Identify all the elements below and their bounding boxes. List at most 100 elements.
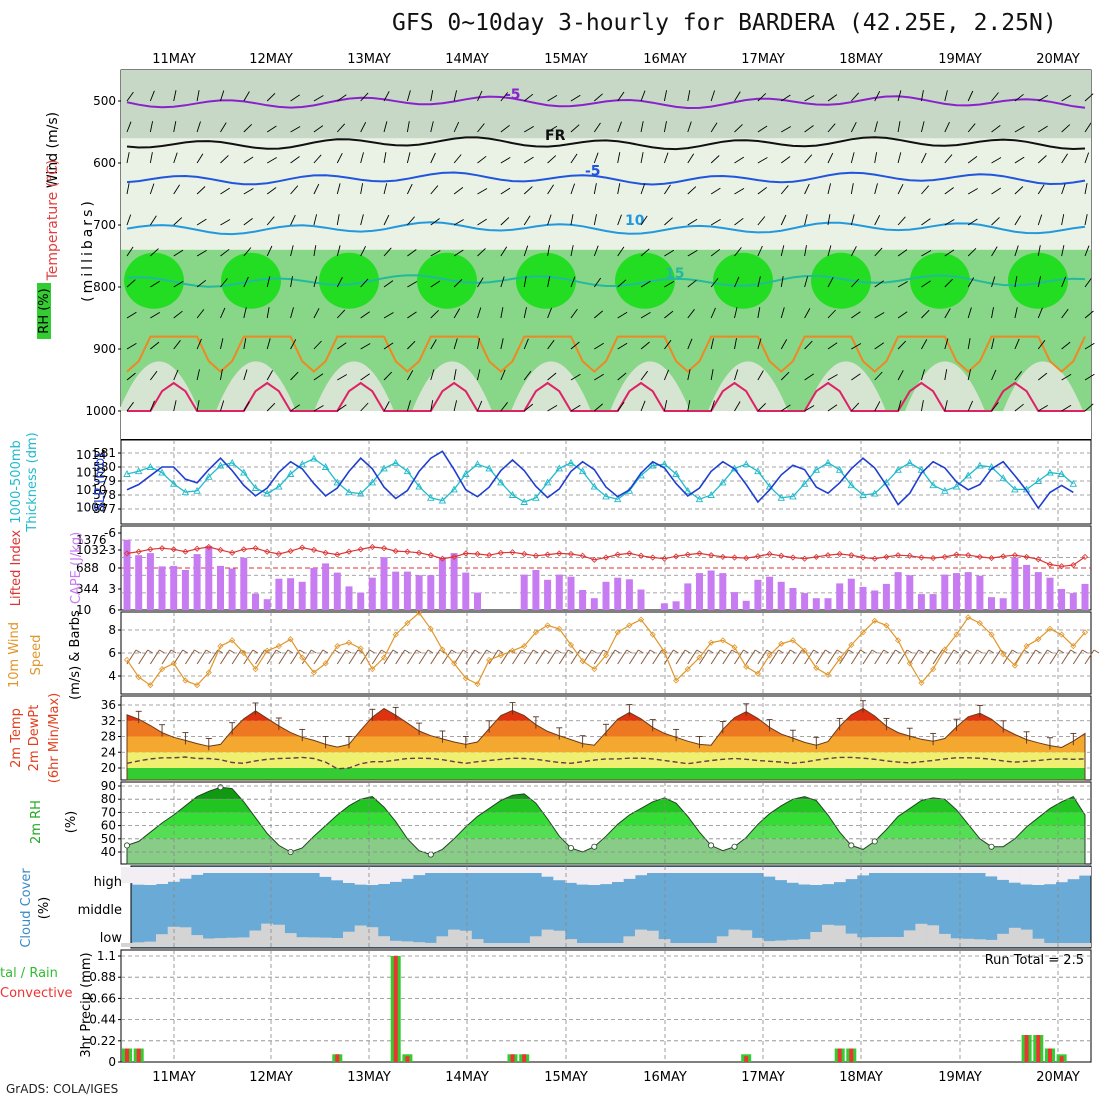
- cloud-high-block: [448, 867, 461, 873]
- wind-barb: [1084, 373, 1095, 381]
- cloud-high-block: [763, 867, 776, 877]
- rh2m-point: [427, 851, 434, 858]
- wind-barb: [827, 277, 834, 288]
- wind-barb: [360, 183, 364, 195]
- wind-barb: [220, 187, 230, 195]
- wind-barb: [734, 91, 741, 102]
- wind-barb: [453, 121, 460, 133]
- wind10-barb-flag: [988, 649, 995, 654]
- rh-legend-swatch: [37, 283, 51, 339]
- wind10-barb: [780, 649, 791, 665]
- cloud-low-block: [249, 930, 262, 947]
- wind10-speed-point: [766, 652, 773, 659]
- cloud-high-block: [985, 867, 998, 877]
- cloud-high-block: [459, 867, 472, 873]
- wind-barb: [570, 183, 576, 195]
- wind-barb: [290, 245, 294, 257]
- date-label-bottom: 11MAY: [152, 1070, 196, 1085]
- rh2m-point: [848, 842, 855, 849]
- wind-barb: [126, 214, 132, 226]
- precip-frame: [120, 949, 1092, 1063]
- lifted-index-point: [310, 546, 317, 553]
- wind-barb: [266, 245, 273, 257]
- wind-barb: [1061, 94, 1072, 102]
- cloud-high-block: [366, 867, 379, 885]
- wind10-barb: [1072, 649, 1083, 665]
- wind-barb: [126, 343, 137, 350]
- wind10-barb-flag: [649, 649, 656, 654]
- y-tick-label: 6: [108, 603, 116, 617]
- isotherm-label: 10: [625, 213, 645, 229]
- wind-barb: [991, 276, 996, 288]
- rh-axis-label: RH (%): [37, 288, 52, 333]
- thickness-point: [999, 474, 1007, 482]
- wind10-barb-flag: [1023, 649, 1030, 654]
- lifted-index-point: [661, 555, 668, 562]
- isotherm-line: [126, 95, 1086, 110]
- wind10-barb: [932, 649, 943, 665]
- cloud-low-block: [541, 929, 554, 947]
- cape-bar: [847, 578, 855, 610]
- wind10-barb-flag: [638, 649, 644, 654]
- cloud-high-block: [483, 867, 496, 873]
- wind-barb: [617, 91, 625, 102]
- rh-dry-plume: [905, 361, 985, 411]
- cloud-high-block: [751, 867, 764, 873]
- run-total: Run Total = 2.5: [985, 953, 1084, 968]
- cape-bar: [836, 583, 844, 610]
- lifted-index-point: [965, 552, 972, 559]
- wind-barb: [757, 93, 767, 102]
- wind-barb: [173, 184, 180, 195]
- wind-barb: [967, 156, 978, 164]
- wind-barb: [944, 219, 955, 226]
- wind-barb: [266, 370, 273, 381]
- lifted-index-point: [673, 553, 680, 560]
- wind-barb: [687, 121, 692, 133]
- wind-barb: [710, 122, 718, 133]
- wind-barb: [991, 246, 998, 257]
- y-tick-label: -3: [104, 543, 116, 557]
- wind-barb: [337, 342, 347, 350]
- cloud-high-block: [611, 867, 624, 882]
- cloud-high-block: [249, 867, 262, 873]
- wind10-barb-flag: [334, 649, 340, 654]
- wind-barb: [1061, 276, 1067, 288]
- y-tick-label: 580: [93, 460, 116, 474]
- thickness-point: [426, 493, 435, 501]
- thickness-point: [333, 478, 342, 486]
- wind-barb: [967, 277, 975, 288]
- lifted-index-point: [906, 552, 913, 559]
- rh-high-core: [910, 252, 970, 309]
- wind10-barb: [1084, 649, 1095, 665]
- wind10-barb: [290, 649, 300, 665]
- wind-barb: [243, 369, 248, 381]
- wind-barb: [617, 279, 627, 288]
- cloud-low-block: [973, 939, 986, 947]
- date-label-bottom: 17MAY: [741, 1070, 785, 1085]
- wind10-barb: [477, 649, 487, 665]
- wind10-barb: [1026, 649, 1037, 665]
- wind10-barb-flag: [369, 649, 375, 654]
- wind-barb: [663, 121, 667, 133]
- wind-barb: [967, 247, 977, 257]
- cloud-low-block: [296, 937, 309, 947]
- cloud-low-block: [822, 924, 834, 947]
- wind10-barb: [722, 649, 733, 665]
- wind-barb: [897, 90, 902, 102]
- wind-barb: [360, 373, 370, 381]
- wind10-barb-flag: [392, 649, 399, 654]
- wind10-speed-point: [497, 652, 504, 659]
- wind-barb: [757, 338, 762, 350]
- lifted-index-point: [1058, 563, 1065, 570]
- wind-barb: [477, 123, 485, 133]
- cloud-high-block: [950, 867, 963, 873]
- wind10-barb: [488, 649, 499, 665]
- wind10-barb: [138, 649, 149, 665]
- wind-barb: [897, 121, 901, 133]
- wind-barb: [1038, 125, 1048, 133]
- wind-barb: [1084, 214, 1088, 226]
- lifted-index-point: [824, 552, 832, 559]
- wind10-barb: [605, 649, 616, 665]
- wind-barb: [337, 374, 348, 381]
- wind-barb: [266, 157, 277, 164]
